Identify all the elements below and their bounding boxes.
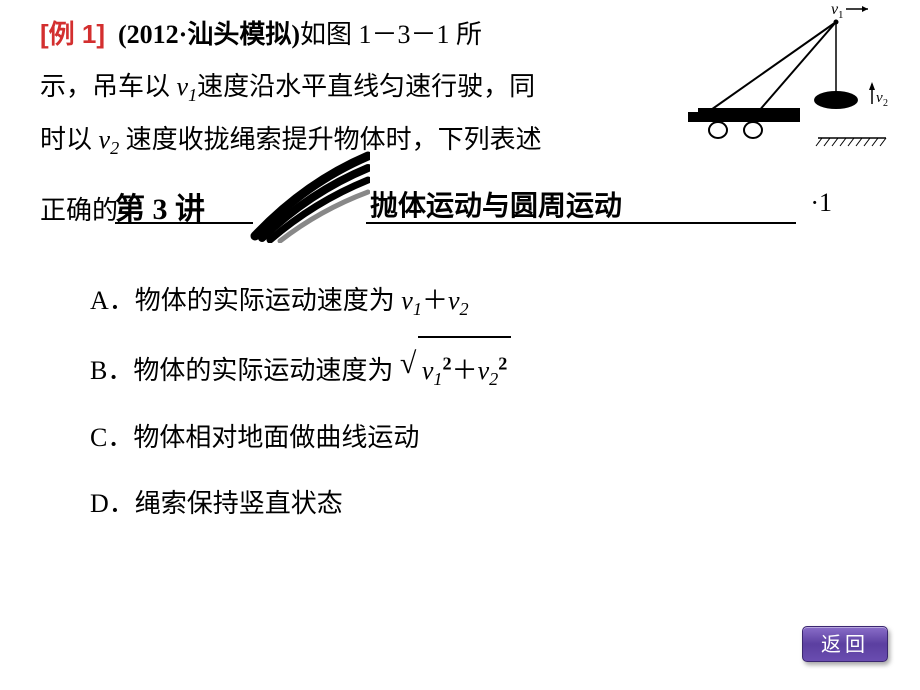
option-a: A．物体的实际运动速度为 v1＋v2: [90, 270, 511, 332]
lecture-topic: 抛体运动与圆周运动: [370, 184, 622, 224]
back-button[interactable]: 返回: [802, 626, 888, 662]
example-label: [例 1]: [40, 19, 105, 49]
v2-label: v: [876, 90, 883, 106]
problem-source: (2012·汕头模拟): [118, 20, 300, 49]
svg-text:2: 2: [883, 98, 888, 109]
problem-line2: 示，吊车以 v1速度沿水平直线匀速行驶，同: [40, 72, 535, 101]
problem-line1: 如图 1－3－1 所: [300, 20, 482, 49]
svg-text:1: 1: [838, 9, 844, 21]
problem-line4-left: 正确的: [40, 190, 118, 227]
crane-diagram: v 1 v 2: [668, 0, 888, 150]
options-list: A．物体的实际运动速度为 v1＋v2 B．物体的实际运动速度为 v12＋v22 …: [90, 270, 511, 540]
figure-number-tail: ·1: [810, 188, 832, 218]
option-c: C．物体相对地面做曲线运动: [90, 407, 511, 469]
lecture-banner: 正确的 第 3 讲 抛体运动与圆周运动 ·1: [40, 178, 880, 238]
swish-icon: [250, 148, 370, 243]
problem-text: [例 1] (2012·汕头模拟)如图 1－3－1 所 示，吊车以 v1速度沿水…: [40, 8, 680, 166]
option-b: B．物体的实际运动速度为 v12＋v22: [90, 336, 511, 402]
option-d: D．绳索保持竖直状态: [90, 473, 511, 535]
